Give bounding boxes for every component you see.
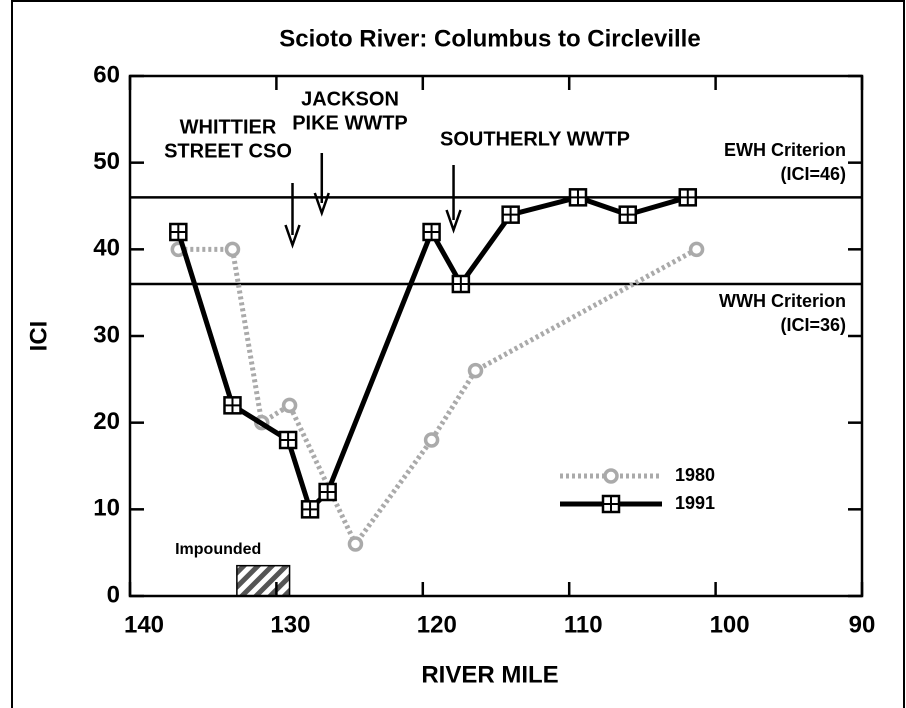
reference-label: (ICI=46) (780, 164, 846, 184)
y-tick-label: 40 (93, 235, 120, 262)
marker-cross (569, 189, 586, 206)
data-point (278, 430, 298, 450)
data-point (422, 222, 441, 242)
annotation: STREET CSO (164, 140, 292, 162)
y-tick-label: 0 (107, 581, 120, 608)
data-point (223, 396, 242, 415)
data-point (678, 188, 698, 207)
x-tick-label: 110 (564, 611, 603, 638)
y-tick-label: 60 (93, 61, 120, 88)
arrow-head (313, 192, 330, 217)
reference-label: (ICI=36) (780, 315, 846, 335)
reference-label: WWH Criterion (719, 291, 846, 311)
legend-label: 1991 (675, 493, 715, 513)
data-point (568, 188, 588, 207)
annotation: SOUTHERLY WWTP (440, 128, 630, 150)
y-axis-label: ICI (25, 321, 52, 352)
series-line (178, 246, 698, 549)
marker-cross (280, 432, 297, 448)
x-tick-label: 120 (417, 611, 457, 638)
y-tick-label: 30 (93, 321, 120, 348)
data-point (281, 397, 298, 414)
marker-cross (603, 496, 619, 512)
marker-cross (502, 206, 519, 223)
y-tick-label: 50 (93, 148, 120, 175)
series-line (175, 194, 689, 514)
annotation: PIKE WWTP (292, 112, 408, 134)
y-tick-label: 20 (93, 408, 120, 435)
marker-cross (452, 276, 469, 292)
annotation: JACKSON (301, 88, 399, 110)
x-tick-label: 90 (849, 611, 876, 638)
frame (11, 0, 905, 708)
legend-marker (603, 468, 619, 484)
data-point (169, 222, 188, 242)
marker-cross (170, 224, 187, 240)
legend-label: 1980 (675, 465, 715, 485)
data-point (688, 241, 705, 258)
impounded-label: Impounded (175, 541, 261, 558)
legend-marker (601, 494, 621, 514)
marker-cross (619, 206, 636, 223)
x-tick-label: 140 (124, 611, 164, 638)
annotation: WHITTIER (180, 116, 277, 138)
marker-cross (679, 189, 696, 206)
y-tick-label: 10 (93, 495, 120, 522)
data-point (347, 536, 364, 552)
reference-label: EWH Criterion (724, 140, 846, 160)
marker-cross (302, 501, 319, 518)
x-tick-label: 130 (270, 611, 310, 638)
marker-cross (224, 397, 241, 414)
data-point (501, 205, 520, 224)
arrow-head (284, 224, 301, 249)
x-axis-label: RIVER MILE (421, 661, 558, 688)
arrow-head (445, 209, 462, 234)
data-point (224, 241, 241, 258)
x-tick-label: 100 (710, 611, 750, 638)
marker-cross (319, 484, 336, 500)
data-point (618, 205, 638, 224)
data-point (467, 362, 484, 379)
data-point (300, 500, 320, 519)
impounded-region (236, 564, 291, 597)
data-point (423, 432, 440, 448)
data-point (318, 482, 337, 502)
chart-title: Scioto River: Columbus to Circleville (279, 25, 700, 52)
marker-cross (423, 224, 440, 240)
data-point (451, 274, 471, 294)
